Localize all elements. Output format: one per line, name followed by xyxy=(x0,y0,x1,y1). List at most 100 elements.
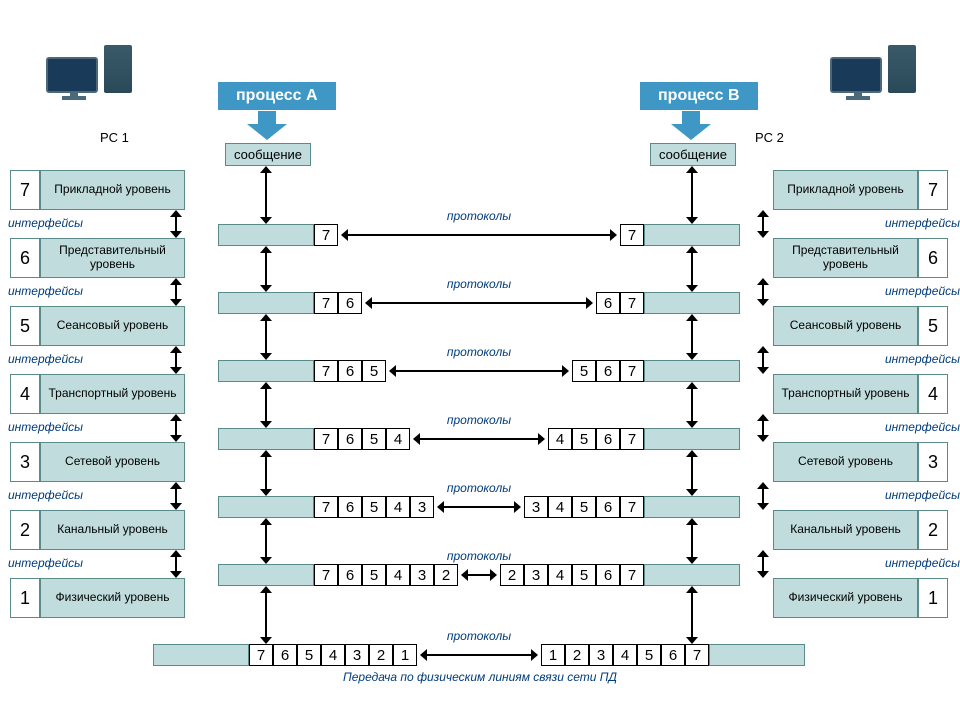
pdu-bottom-a: 7654321 xyxy=(153,644,417,666)
pc-left-label: PC 1 xyxy=(100,130,129,145)
right-layer-6: Представительный уровень6 xyxy=(773,238,948,278)
pdu-b-0: 7 xyxy=(620,224,740,246)
pdu-a-4: 76543 xyxy=(218,496,434,518)
pdu-b-1: 67 xyxy=(596,292,740,314)
proto-arrow-5 xyxy=(461,569,497,581)
center-varrow-a-5 xyxy=(260,518,272,564)
left-layer-label-5: Сеансовый уровень xyxy=(40,306,185,346)
proto-arrow-2 xyxy=(389,365,569,377)
process-a-label: процесс А xyxy=(218,82,336,110)
iface-left-1: интерфейсы xyxy=(8,284,83,298)
left-layer-label-7: Прикладной уровень xyxy=(40,170,185,210)
left-layer-label-6: Представительный уровень xyxy=(40,238,185,278)
left-layer-num-3: 3 xyxy=(10,442,40,482)
right-layer-num-5: 5 xyxy=(918,306,948,346)
iface-left-2: интерфейсы xyxy=(8,352,83,366)
iface-arrow-right-0 xyxy=(757,210,769,238)
iface-right-5: интерфейсы xyxy=(885,556,960,570)
center-varrow-b-4 xyxy=(686,450,698,496)
iface-arrow-left-4 xyxy=(170,482,182,510)
center-varrow-a-0 xyxy=(260,166,272,224)
left-layer-label-1: Физический уровень xyxy=(40,578,185,618)
pdu-bottom-b: 1234567 xyxy=(541,644,805,666)
proto-label-3: протоколы xyxy=(419,413,539,427)
center-varrow-b-1 xyxy=(686,246,698,292)
iface-arrow-right-4 xyxy=(757,482,769,510)
proto-arrow-0 xyxy=(341,229,617,241)
proto-label-5: протоколы xyxy=(419,549,539,563)
iface-right-0: интерфейсы xyxy=(885,216,960,230)
bottom-caption: Передача по физическим линиям связи сети… xyxy=(330,670,630,684)
pdu-a-2: 765 xyxy=(218,360,386,382)
message-box-b: сообщение xyxy=(650,143,736,166)
proto-arrow-3 xyxy=(413,433,545,445)
pdu-b-4: 34567 xyxy=(524,496,740,518)
right-layer-num-4: 4 xyxy=(918,374,948,414)
pdu-a-1: 76 xyxy=(218,292,362,314)
center-varrow-a-6 xyxy=(260,586,272,644)
proto-label-2: протоколы xyxy=(419,345,539,359)
pc-right-label: PC 2 xyxy=(755,130,784,145)
right-layer-1: Физический уровень1 xyxy=(773,578,948,618)
center-varrow-a-3 xyxy=(260,382,272,428)
left-layer-num-2: 2 xyxy=(10,510,40,550)
right-layer-num-7: 7 xyxy=(918,170,948,210)
left-layer-num-4: 4 xyxy=(10,374,40,414)
left-layer-num-5: 5 xyxy=(10,306,40,346)
iface-arrow-left-2 xyxy=(170,346,182,374)
iface-arrow-left-1 xyxy=(170,278,182,306)
left-layer-num-6: 6 xyxy=(10,238,40,278)
left-layer-5: 5Сеансовый уровень xyxy=(10,306,185,346)
left-layer-7: 7Прикладной уровень xyxy=(10,170,185,210)
pdu-a-3: 7654 xyxy=(218,428,410,450)
iface-arrow-right-5 xyxy=(757,550,769,578)
right-layer-num-3: 3 xyxy=(918,442,948,482)
left-layer-label-2: Канальный уровень xyxy=(40,510,185,550)
right-layer-2: Канальный уровень2 xyxy=(773,510,948,550)
right-layer-5: Сеансовый уровень5 xyxy=(773,306,948,346)
iface-right-1: интерфейсы xyxy=(885,284,960,298)
left-layer-4: 4Транспортный уровень xyxy=(10,374,185,414)
left-layer-label-3: Сетевой уровень xyxy=(40,442,185,482)
iface-arrow-left-3 xyxy=(170,414,182,442)
iface-arrow-right-1 xyxy=(757,278,769,306)
iface-left-3: интерфейсы xyxy=(8,420,83,434)
pc-icon-right xyxy=(830,45,916,93)
iface-right-4: интерфейсы xyxy=(885,488,960,502)
center-varrow-a-1 xyxy=(260,246,272,292)
pdu-b-3: 4567 xyxy=(548,428,740,450)
iface-arrow-right-3 xyxy=(757,414,769,442)
right-layer-num-6: 6 xyxy=(918,238,948,278)
message-box-a: сообщение xyxy=(225,143,311,166)
center-varrow-b-6 xyxy=(686,586,698,644)
iface-arrow-right-2 xyxy=(757,346,769,374)
left-layer-1: 1Физический уровень xyxy=(10,578,185,618)
right-layer-label-5: Сеансовый уровень xyxy=(773,306,918,346)
left-layer-num-7: 7 xyxy=(10,170,40,210)
right-layer-7: Прикладной уровень7 xyxy=(773,170,948,210)
proto-arrow-4 xyxy=(437,501,521,513)
iface-right-3: интерфейсы xyxy=(885,420,960,434)
right-layer-3: Сетевой уровень3 xyxy=(773,442,948,482)
proto-arrow-bottom xyxy=(420,649,538,661)
left-layer-3: 3Сетевой уровень xyxy=(10,442,185,482)
iface-right-2: интерфейсы xyxy=(885,352,960,366)
arrow-a-head xyxy=(247,124,287,140)
process-b-label: процесс В xyxy=(640,82,758,110)
arrow-b-head xyxy=(671,124,711,140)
iface-left-5: интерфейсы xyxy=(8,556,83,570)
right-layer-label-3: Сетевой уровень xyxy=(773,442,918,482)
center-varrow-b-0 xyxy=(686,166,698,224)
center-varrow-a-2 xyxy=(260,314,272,360)
arrow-a-stem xyxy=(258,111,276,125)
proto-label-1: протоколы xyxy=(419,277,539,291)
right-layer-num-2: 2 xyxy=(918,510,948,550)
center-varrow-b-2 xyxy=(686,314,698,360)
center-varrow-b-5 xyxy=(686,518,698,564)
right-layer-label-1: Физический уровень xyxy=(773,578,918,618)
pdu-a-5: 765432 xyxy=(218,564,458,586)
proto-label-4: протоколы xyxy=(419,481,539,495)
left-layer-label-4: Транспортный уровень xyxy=(40,374,185,414)
iface-arrow-left-5 xyxy=(170,550,182,578)
pdu-b-2: 567 xyxy=(572,360,740,382)
